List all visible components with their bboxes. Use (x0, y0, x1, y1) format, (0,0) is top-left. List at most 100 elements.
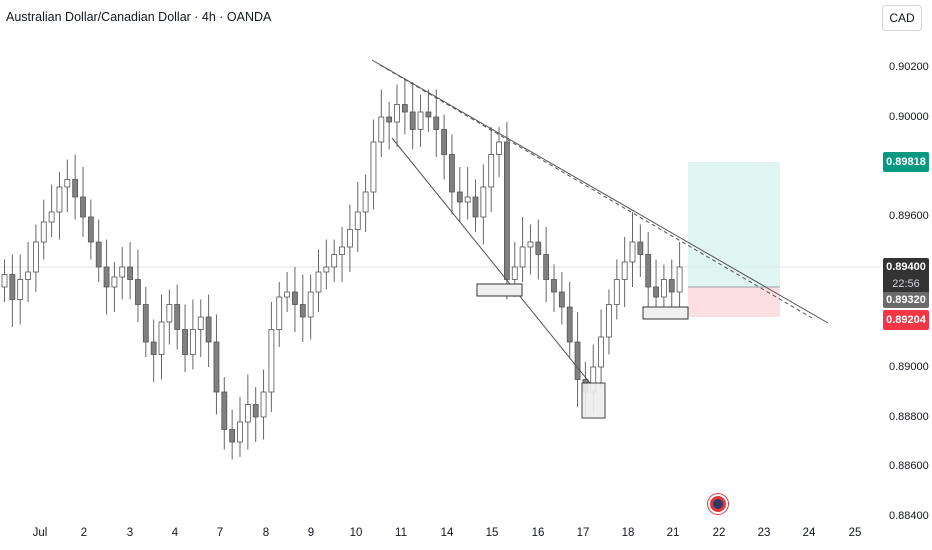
candles-group (1, 79, 683, 460)
time-label: 2 (80, 527, 88, 539)
price-tick: 0.90000 (889, 111, 929, 123)
candle-body (543, 254, 550, 280)
entry-tag: 0.89320 (883, 292, 929, 308)
price-tick: 0.88800 (889, 411, 929, 423)
candle-body (64, 179, 71, 188)
trendline-lower[interactable] (391, 137, 591, 384)
candle-body (197, 316, 204, 330)
candle-body (339, 246, 345, 255)
candle-body (386, 116, 393, 123)
candle-body (668, 279, 675, 293)
candle-body (315, 271, 322, 293)
time-label: 8 (262, 527, 270, 539)
candle-body (613, 279, 620, 305)
support-box-3[interactable] (642, 306, 689, 320)
candle-body (292, 291, 298, 305)
time-label: 22 (712, 527, 726, 539)
candle-body (17, 279, 24, 300)
time-label: 4 (171, 527, 179, 539)
candle-body (653, 286, 659, 298)
candle-body (135, 279, 141, 305)
candle-body (252, 404, 259, 418)
candle-body (488, 154, 495, 188)
candle-body (111, 276, 118, 288)
candle-body (150, 341, 157, 355)
candle-body (629, 241, 636, 263)
candle-body (425, 111, 432, 118)
support-box-1[interactable] (476, 283, 523, 297)
time-label: 14 (440, 527, 454, 539)
candle-body (362, 191, 369, 213)
price-tick: 0.90200 (889, 61, 929, 73)
candle-body (566, 306, 573, 343)
price-tick: 0.88400 (889, 510, 929, 522)
stop-loss-tag: 0.89204 (883, 310, 929, 330)
last-price-tag: 0.89400 22:56 (883, 258, 929, 294)
candle-body (503, 141, 510, 280)
candle-body (323, 266, 330, 273)
candle-body (598, 336, 604, 368)
candle-body (472, 196, 479, 218)
candle-body (9, 274, 16, 300)
candle-body (40, 221, 47, 243)
candle-body (87, 216, 94, 243)
countdown-value: 22:56 (892, 278, 920, 290)
candle-body (661, 279, 667, 298)
time-label: 21 (666, 527, 680, 539)
candle-body (95, 241, 102, 268)
candle-body (244, 404, 251, 423)
candle-body (189, 329, 196, 355)
candle-body (25, 271, 31, 280)
candle-body (158, 321, 165, 355)
candle-body (527, 241, 534, 248)
target-zone[interactable] (688, 162, 780, 287)
support-box-2[interactable] (581, 382, 606, 419)
time-label: 17 (576, 527, 590, 539)
candle-body (33, 241, 39, 273)
candle-body (433, 116, 440, 130)
time-label: 9 (307, 527, 315, 539)
candle-body (401, 104, 408, 113)
candle-body (174, 304, 181, 330)
candle-body (394, 104, 400, 123)
candle-body (449, 154, 455, 193)
candle-body (103, 266, 110, 288)
candle-body (268, 329, 275, 393)
currency-button[interactable]: CAD (882, 5, 922, 31)
candle-body (417, 111, 424, 130)
time-label: 24 (802, 527, 816, 539)
candle-body (378, 116, 385, 143)
time-label: 23 (757, 527, 771, 539)
time-label: 10 (349, 527, 363, 539)
candle-body (480, 186, 487, 218)
price-tick: 0.88600 (889, 460, 929, 472)
candle-body (127, 266, 133, 280)
candle-body (213, 341, 220, 393)
stop-zone[interactable] (688, 287, 780, 317)
candle-body (182, 329, 188, 355)
candle-body (441, 129, 448, 155)
event-icon-inner (713, 499, 723, 509)
candle-body (621, 261, 628, 280)
take-profit-tag: 0.89818 (883, 152, 929, 172)
candle-body (645, 254, 652, 288)
candle-body (56, 186, 63, 213)
economic-event-icon[interactable] (708, 494, 728, 514)
candle-body (496, 141, 502, 155)
candle-body (205, 316, 212, 343)
candle-body (229, 429, 236, 443)
candle-body (511, 266, 518, 280)
candle-body (142, 304, 149, 343)
trendline-upper[interactable] (371, 59, 829, 324)
time-label: 15 (485, 527, 499, 539)
candle-body (260, 391, 267, 418)
candle-body (299, 304, 306, 318)
time-label: Jul (32, 527, 48, 539)
candle-body (307, 291, 314, 318)
candle-body (535, 241, 542, 255)
time-label: 3 (126, 527, 134, 539)
time-label: 16 (531, 527, 545, 539)
candle-body (1, 274, 8, 288)
candle-body (346, 229, 353, 248)
